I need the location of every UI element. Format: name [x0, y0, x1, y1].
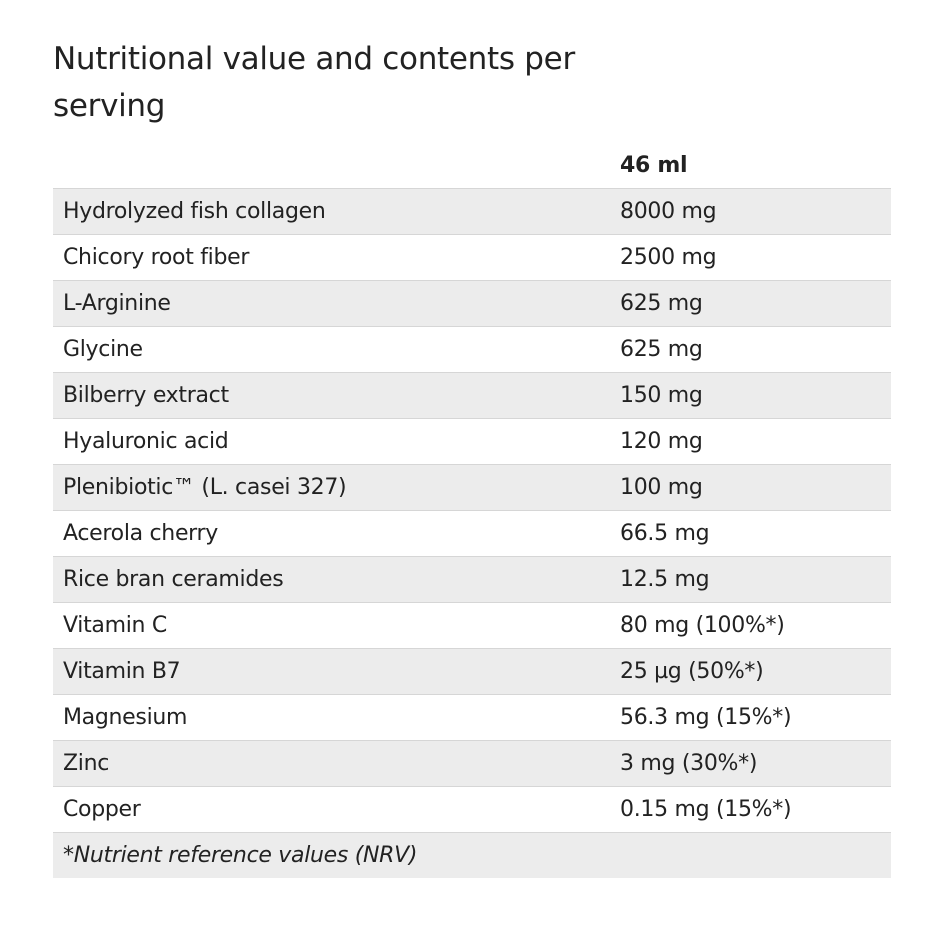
nutrient-name: Vitamin B7	[63, 659, 181, 684]
nutrient-name: Rice bran ceramides	[63, 567, 284, 592]
nutrient-amount: 3 mg (30%*)	[620, 751, 758, 776]
header-cell	[53, 143, 610, 189]
table-row: Glycine 625 mg	[53, 326, 891, 373]
nutrient-name: Zinc	[63, 751, 110, 776]
nutrient-name: Magnesium	[63, 705, 188, 730]
nutrient-amount: 8000 mg	[620, 199, 717, 224]
nutrient-name: Chicory root fiber	[63, 245, 250, 270]
table-row: Rice bran ceramides 12.5 mg	[53, 556, 891, 603]
title: Nutritional value and contents per servi…	[53, 41, 575, 124]
nutrition-table: 46 ml Hydrolyzed fish collagen 8000 mg Chi…	[53, 143, 891, 878]
table-row: Vitamin B7 25 µg (50%*)	[53, 648, 891, 695]
nutrient-amount: 625 mg	[620, 337, 703, 362]
nutrient-name: Copper	[63, 797, 141, 822]
table-row: Vitamin C 80 mg (100%*)	[53, 602, 891, 649]
nutrient-name: Vitamin C	[63, 613, 167, 638]
nutrient-amount: 25 µg (50%*)	[620, 659, 764, 684]
table-row: Magnesium 56.3 mg (15%*)	[53, 694, 891, 741]
table-row: Plenibiotic™ (L. casei 327) 100 mg	[53, 464, 891, 511]
nutrient-name: Plenibiotic™ (L. casei 327)	[63, 475, 347, 500]
footnote-row: *Nutrient reference values (NRV)	[53, 832, 891, 878]
nutrient-name: Bilberry extract	[63, 383, 229, 408]
table-row: Hyaluronic acid 120 mg	[53, 418, 891, 465]
nutrient-name: Glycine	[63, 337, 143, 362]
nutrient-amount: 120 mg	[620, 429, 703, 454]
table-row: Bilberry extract 150 mg	[53, 372, 891, 419]
table-row: Copper 0.15 mg (15%*)	[53, 786, 891, 833]
nutrient-amount: 80 mg (100%*)	[620, 613, 785, 638]
nutrient-amount: 100 mg	[620, 475, 703, 500]
table-row: L-Arginine 625 mg	[53, 280, 891, 327]
nutrient-name: L-Arginine	[63, 291, 171, 316]
header-row: 46 ml	[53, 143, 891, 189]
table-row: Acerola cherry 66.5 mg	[53, 510, 891, 557]
table-row: Zinc 3 mg (30%*)	[53, 740, 891, 787]
footnote: *Nutrient reference values (NRV)	[53, 832, 891, 878]
nutrient-amount: 12.5 mg	[620, 567, 710, 592]
nutrient-name: Hyaluronic acid	[63, 429, 229, 454]
nutrient-amount: 66.5 mg	[620, 521, 710, 546]
nutrient-amount: 625 mg	[620, 291, 703, 316]
header-cell: 46 ml	[620, 153, 688, 178]
table-row: Hydrolyzed fish collagen 8000 mg	[53, 188, 891, 235]
nutrient-amount: 56.3 mg (15%*)	[620, 705, 792, 730]
nutrient-amount: 0.15 mg (15%*)	[620, 797, 792, 822]
table-row: Chicory root fiber 2500 mg	[53, 234, 891, 281]
nutrient-name: Hydrolyzed fish collagen	[63, 199, 326, 224]
nutrient-name: Acerola cherry	[63, 521, 218, 546]
nutrient-amount: 150 mg	[620, 383, 703, 408]
nutrient-amount: 2500 mg	[620, 245, 717, 270]
